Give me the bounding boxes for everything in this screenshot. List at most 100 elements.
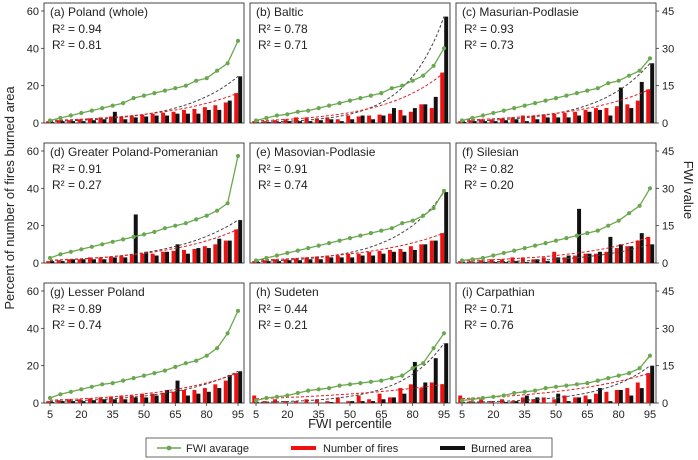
fires-bar (67, 259, 72, 263)
fwi-marker (564, 383, 569, 388)
burned-bar (360, 115, 365, 123)
fwi-marker (491, 110, 496, 116)
burned-bar (535, 397, 540, 403)
fires-bar (356, 395, 361, 403)
fires-bar (161, 251, 166, 263)
fires-bar (429, 240, 434, 263)
fires-bar (252, 261, 257, 263)
x-tick-label: 5 (253, 409, 259, 421)
burned-bar (277, 261, 282, 263)
burned-bar (297, 121, 302, 123)
fires-bar (171, 250, 176, 263)
fwi-marker (152, 91, 157, 96)
burned-bar (238, 371, 243, 403)
r2-burned-label: R² = 0.20 (464, 178, 514, 192)
fwi-marker (235, 38, 241, 44)
legend-fwi-marker (166, 445, 172, 451)
y-tick-label: 60 (27, 6, 39, 18)
burned-bar (597, 109, 602, 123)
fwi-marker (295, 390, 300, 396)
fwi-marker (368, 231, 373, 236)
fwi-marker (389, 376, 394, 381)
fires-bar (140, 253, 145, 263)
burned-trend-line (50, 370, 239, 402)
burned-bar (608, 401, 613, 403)
burned-bar (566, 255, 571, 263)
fires-bar (262, 401, 267, 403)
burned-bar (339, 257, 344, 263)
fwi-marker (235, 153, 241, 159)
fwi-marker (606, 81, 611, 86)
fwi-marker (441, 188, 447, 193)
burned-bar (524, 262, 529, 263)
burned-bar (91, 120, 96, 123)
fwi-marker (606, 376, 611, 381)
burned-bar (350, 401, 355, 403)
burned-bar (412, 361, 417, 403)
burned-bar (577, 208, 582, 263)
burned-bar (60, 121, 65, 123)
burned-bar (639, 388, 644, 403)
panel-title: (f) Silesian (462, 145, 519, 159)
fires-bar (234, 373, 239, 403)
fwi-marker (152, 229, 157, 234)
r2-fires-label: R² = 0.91 (258, 162, 308, 176)
y2-tick-label: 30 (662, 323, 674, 335)
x-tick-label: 65 (169, 409, 181, 421)
fires-bar (367, 399, 372, 403)
burned-bar (433, 358, 438, 403)
panel-frame (43, 2, 245, 124)
y2-tick-label: 0 (662, 398, 668, 410)
burned-bar (444, 343, 449, 403)
fwi-marker (183, 221, 188, 226)
fires-bar (283, 119, 288, 123)
fires-bar (129, 395, 134, 403)
panel-frame (249, 2, 451, 124)
burned-bar (566, 117, 571, 123)
burned-bar (503, 402, 508, 403)
burned-bar (154, 115, 159, 123)
fwi-marker (215, 208, 220, 213)
fwi-marker (564, 93, 569, 98)
fires-bar (594, 108, 598, 123)
fires-bar (429, 108, 434, 123)
fires-bar (377, 250, 382, 263)
fires-bar (468, 261, 473, 263)
y-tick-label: 20 (27, 361, 39, 373)
fires-bar (192, 109, 197, 123)
fwi-marker (79, 247, 84, 252)
fires-bar (161, 112, 166, 123)
fires-bar (646, 373, 651, 403)
fires-bar (440, 384, 445, 403)
burned-bar (227, 375, 232, 403)
fwi-marker (215, 346, 220, 351)
burned-bar (556, 117, 561, 123)
fires-bar (213, 384, 218, 403)
fires-bar (283, 401, 288, 403)
y-tick-label: 20 (27, 221, 39, 233)
fires-bar (202, 246, 207, 263)
fires-bar (510, 401, 515, 403)
fires-bar (562, 395, 567, 403)
fwi-marker (480, 255, 485, 261)
fwi-marker (68, 249, 73, 254)
y2-tick-label: 15 (662, 221, 674, 233)
fwi-marker (368, 379, 373, 384)
burned-bar (423, 382, 428, 403)
burned-bar (175, 244, 180, 263)
fwi-marker (131, 376, 136, 381)
burned-bar (556, 257, 561, 263)
fwi-marker (606, 223, 611, 228)
fires-bar (479, 119, 484, 123)
fwi-marker (553, 384, 559, 389)
fwi-marker (574, 382, 580, 387)
burned-bar (112, 111, 117, 123)
burned-bar (412, 249, 417, 263)
x-tick-label: 50 (344, 409, 356, 421)
fires-bar (541, 397, 546, 403)
burned-bar (238, 220, 243, 263)
fwi-marker (58, 115, 63, 121)
fwi-marker (306, 108, 311, 113)
fires-bar (458, 121, 463, 123)
burned-bar (217, 109, 222, 123)
